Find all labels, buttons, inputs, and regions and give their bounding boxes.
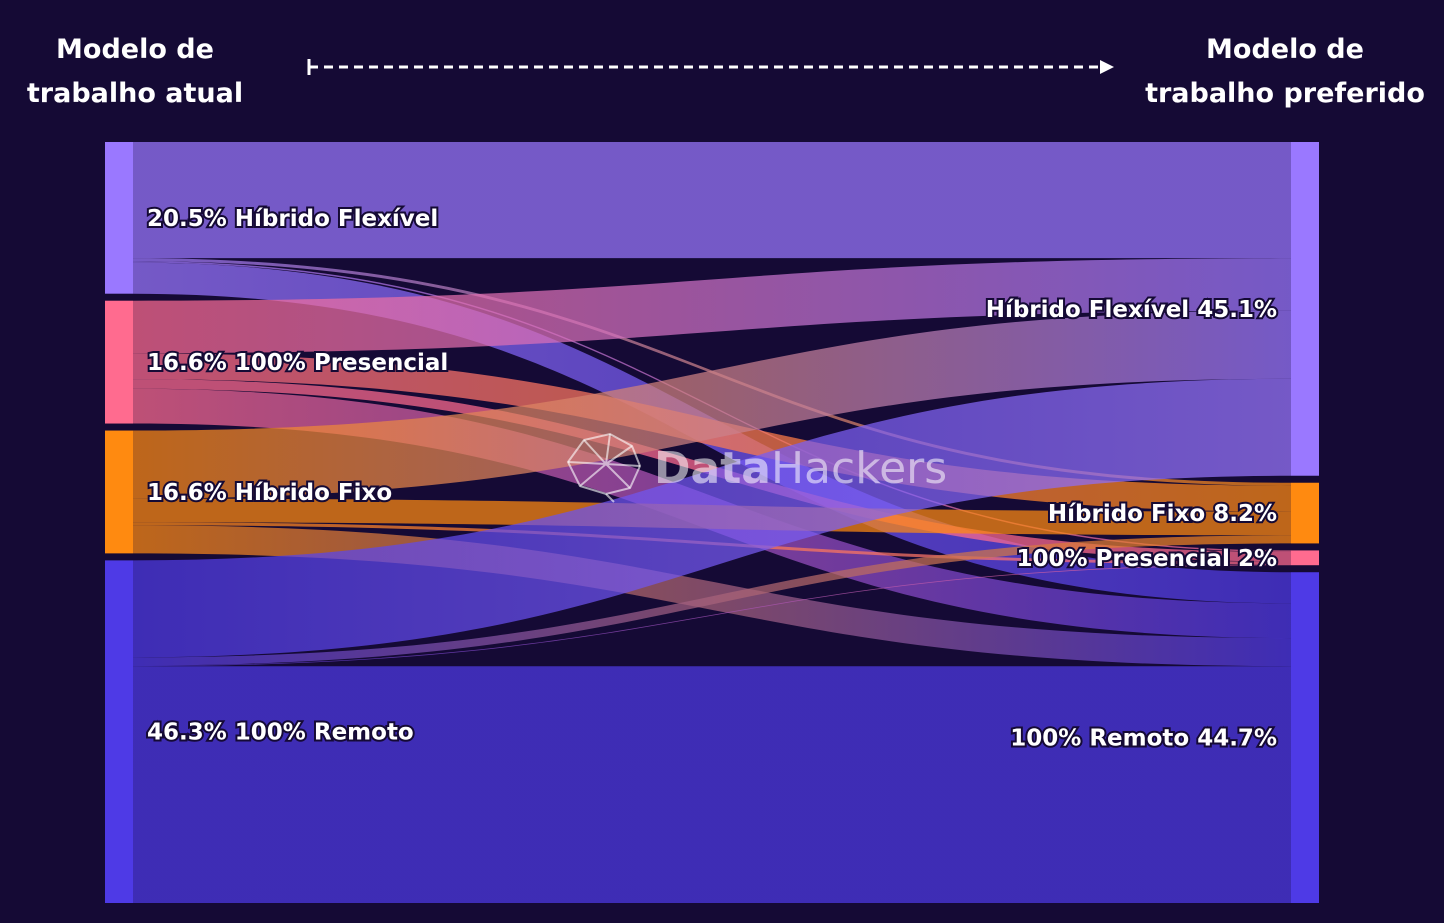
source-label-hflex: 20.5% Híbrido Flexível: [147, 206, 438, 232]
watermark-text: DataHackers: [654, 443, 947, 494]
source-label-hfixo: 16.6% Híbrido Fixo: [147, 480, 392, 506]
target-label-hflex: Híbrido Flexível 45.1%: [986, 297, 1277, 323]
target-label-rem: 100% Remoto 44.7%: [1010, 726, 1277, 752]
link-hflex-to-hflex: [133, 142, 1291, 258]
link-rem-to-rem: [133, 666, 1291, 903]
target-node-hfixo: [1291, 483, 1319, 544]
target-node-hflex: [1291, 142, 1319, 476]
target-label-hfixo: Híbrido Fixo 8.2%: [1048, 501, 1277, 527]
target-label-pres: 100% Presencial 2%: [1016, 546, 1277, 572]
watermark-text-bold: Data: [654, 443, 771, 494]
source-label-rem: 46.3% 100% Remoto: [147, 720, 414, 746]
source-node-pres: [105, 301, 133, 424]
source-node-hflex: [105, 142, 133, 294]
arrow-head-icon: [1100, 60, 1114, 74]
source-node-hfixo: [105, 431, 133, 554]
watermark-text-light: Hackers: [771, 443, 947, 494]
flow-arrow: [309, 59, 1114, 75]
target-node-pres: [1291, 550, 1319, 565]
source-label-pres: 16.6% 100% Presencial: [147, 350, 448, 376]
target-node-rem: [1291, 572, 1319, 903]
source-node-rem: [105, 560, 133, 903]
